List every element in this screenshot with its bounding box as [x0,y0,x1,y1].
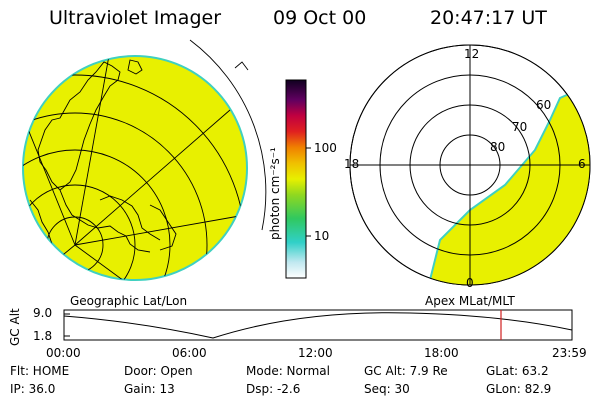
status-dsp: Dsp: -2.6 [246,382,301,396]
altitude-frame [63,309,573,341]
geographic-image-panel [22,39,267,281]
colorbar [285,79,311,279]
mlt-label-6: 6 [578,157,586,171]
colorbar-tick-10: 10 [314,229,330,243]
polar-plot [349,44,591,286]
status-glat: GLat: 63.2 [486,364,549,378]
date-label: 09 Oct 00 [273,7,367,29]
altitude-ytick-1-8: 1.8 [33,329,53,343]
mlt-label-18: 18 [344,157,360,171]
colorbar-unit-label: photon cm⁻²s⁻¹ [268,147,282,240]
status-seq: Seq: 30 [364,382,410,396]
colorbar-tick-100: 100 [314,141,337,155]
mlat-label-60: 60 [536,98,552,112]
status-flt: Flt: HOME [10,364,70,378]
status-ip: IP: 36.0 [10,382,56,396]
time-tick-0600: 06:00 [172,346,207,360]
instrument-title: Ultraviolet Imager [49,7,222,29]
time-tick-1800: 18:00 [424,346,459,360]
altitude-ylabel: GC Alt [8,308,22,346]
status-gain: Gain: 13 [124,382,175,396]
mlt-label-0: 0 [466,276,474,290]
time-label: 20:47:17 UT [430,7,547,29]
colorbar-gradient [285,79,307,279]
apex-panel-label: Apex MLat/MLT [425,294,515,308]
status-door: Door: Open [124,364,193,378]
time-tick-1200: 12:00 [298,346,333,360]
altitude-plot [63,309,573,341]
lat-lon-grid [23,56,246,280]
status-mode: Mode: Normal [246,364,330,378]
mlat-label-80: 80 [490,140,506,154]
time-tick-2359: 23:59 [552,346,587,360]
mlat-label-70: 70 [512,120,528,134]
status-gc-alt: GC Alt: 7.9 Re [364,364,448,378]
altitude-ytick-9: 9.0 [33,306,53,320]
status-glon: GLon: 82.9 [486,382,552,396]
geographic-panel-label: Geographic Lat/Lon [70,294,188,308]
time-tick-0000: 00:00 [46,346,81,360]
mlt-label-12: 12 [464,47,480,61]
polar-grid [349,44,591,286]
altitude-curve [63,312,573,339]
